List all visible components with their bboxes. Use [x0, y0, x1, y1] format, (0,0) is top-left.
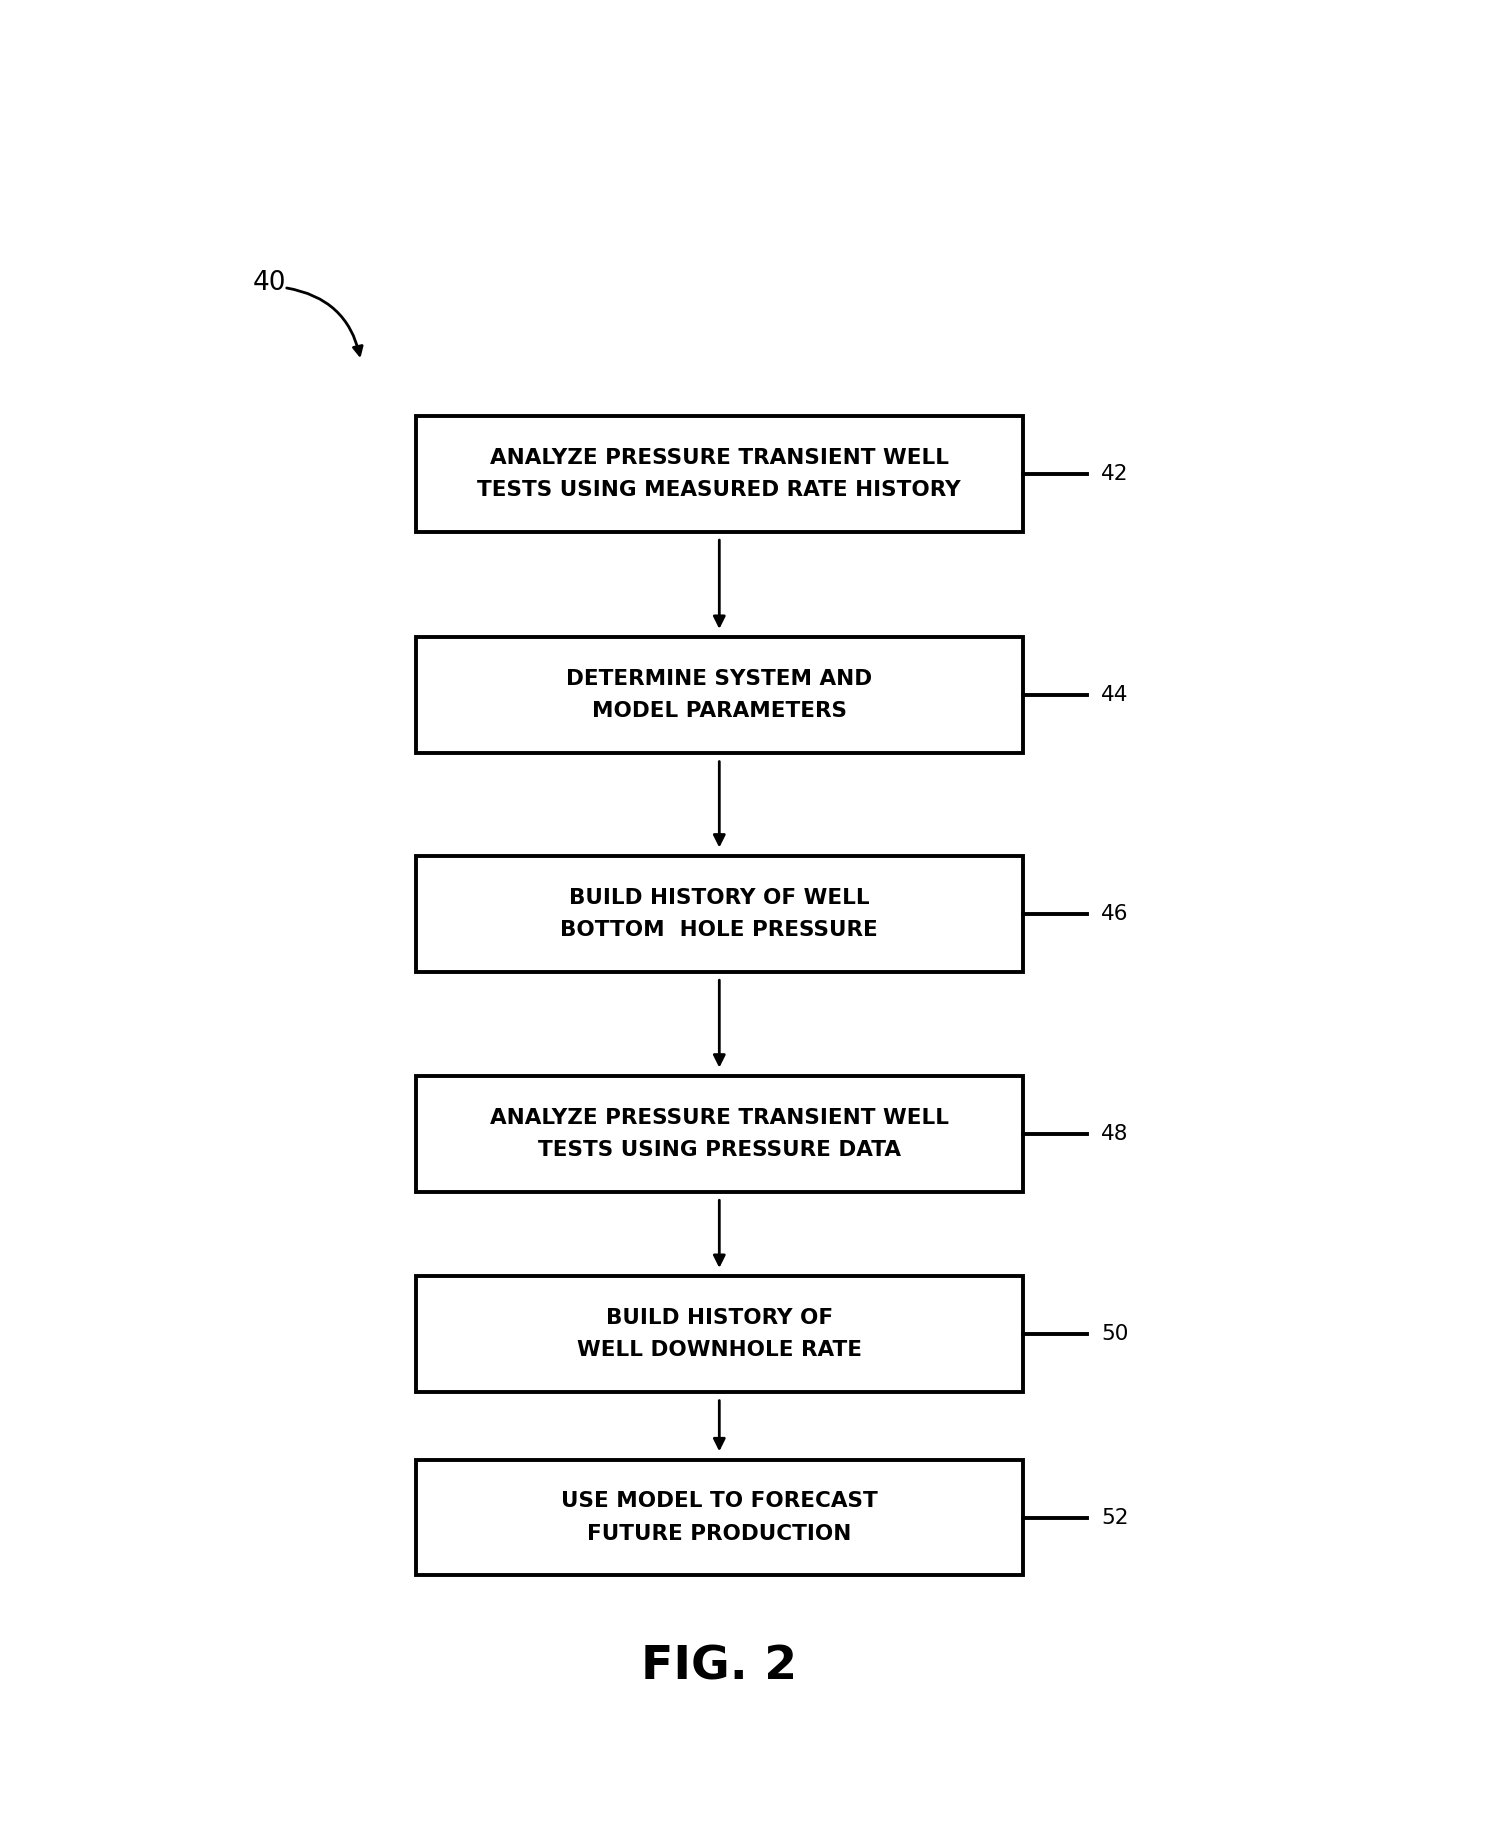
Text: 48: 48 — [1101, 1125, 1128, 1143]
Text: 40: 40 — [253, 271, 286, 297]
Text: 42: 42 — [1101, 463, 1128, 484]
Bar — [416, 1075, 1023, 1193]
Text: WELL DOWNHOLE RATE: WELL DOWNHOLE RATE — [577, 1341, 861, 1361]
Text: TESTS USING PRESSURE DATA: TESTS USING PRESSURE DATA — [538, 1140, 901, 1160]
Text: 46: 46 — [1101, 903, 1128, 923]
Text: DETERMINE SYSTEM AND: DETERMINE SYSTEM AND — [566, 669, 872, 689]
Bar — [416, 638, 1023, 753]
Text: ANALYZE PRESSURE TRANSIENT WELL: ANALYZE PRESSURE TRANSIENT WELL — [489, 447, 949, 467]
Text: MODEL PARAMETERS: MODEL PARAMETERS — [592, 702, 846, 722]
Text: FIG. 2: FIG. 2 — [642, 1645, 797, 1689]
Text: ANALYZE PRESSURE TRANSIENT WELL: ANALYZE PRESSURE TRANSIENT WELL — [489, 1108, 949, 1129]
Bar — [416, 856, 1023, 971]
Text: BOTTOM  HOLE PRESSURE: BOTTOM HOLE PRESSURE — [560, 920, 878, 940]
Text: BUILD HISTORY OF: BUILD HISTORY OF — [605, 1308, 833, 1328]
Text: USE MODEL TO FORECAST: USE MODEL TO FORECAST — [560, 1491, 878, 1511]
Text: TESTS USING MEASURED RATE HISTORY: TESTS USING MEASURED RATE HISTORY — [477, 480, 961, 500]
Bar — [416, 416, 1023, 531]
Bar — [416, 1277, 1023, 1392]
Text: 50: 50 — [1101, 1325, 1128, 1345]
Text: 52: 52 — [1101, 1508, 1128, 1528]
Bar — [416, 1460, 1023, 1576]
Text: 44: 44 — [1101, 685, 1128, 705]
Text: BUILD HISTORY OF WELL: BUILD HISTORY OF WELL — [569, 889, 869, 907]
Text: FUTURE PRODUCTION: FUTURE PRODUCTION — [587, 1524, 851, 1544]
